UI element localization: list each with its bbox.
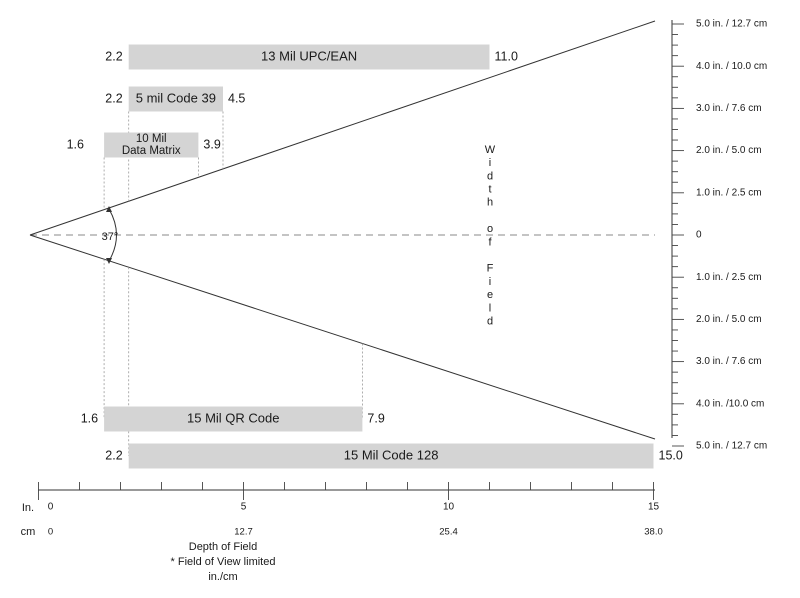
width-scale-label: 4.0 in. /10.0 cm	[696, 398, 764, 409]
width-label-letter: W	[485, 144, 496, 156]
depth-axis-in-label: 0	[48, 502, 54, 513]
depth-axis-cm-label: 25.4	[439, 527, 458, 538]
range-bar-label: 15 Mil QR Code	[187, 410, 279, 425]
width-label-letter: f	[488, 236, 492, 248]
width-scale-label: 2.0 in. / 5.0 cm	[696, 145, 762, 156]
range-bar-start-value: 2.2	[105, 49, 122, 63]
width-label-letter: i	[489, 276, 491, 288]
caption-line: * Field of View limited	[171, 556, 276, 568]
range-bar-end-value: 7.9	[367, 411, 384, 425]
range-bar-start-value: 1.6	[67, 137, 84, 151]
width-scale-label: 1.0 in. / 2.5 cm	[696, 272, 762, 283]
range-bar-label: Data Matrix	[122, 145, 181, 157]
cone-lower-edge	[29, 234, 656, 440]
width-scale-label: 5.0 in. / 12.7 cm	[696, 19, 767, 30]
range-bar-fill	[128, 443, 654, 469]
width-scale-label: 5.0 in. / 12.7 cm	[696, 441, 767, 452]
angle-arrow-bottom-icon	[106, 258, 112, 264]
width-label-letter: h	[487, 197, 493, 209]
depth-axis-cm-label: 38.0	[644, 527, 663, 538]
range-bar-end-value: 11.0	[495, 49, 518, 63]
width-scale-label: 3.0 in. / 7.6 cm	[696, 103, 762, 114]
depth-axis-in-label: 15	[648, 502, 660, 513]
guide-lines	[103, 111, 363, 456]
range-bar-label: 13 Mil UPC/EAN	[261, 48, 357, 63]
width-label-letter: d	[487, 316, 493, 328]
range-bar-end-value: 15.0	[659, 448, 683, 462]
angle-arc	[108, 208, 117, 262]
depth-axis: In. cm 0 0 5 12.7 10 25.4 15 38.0	[21, 482, 663, 538]
range-bar-start-value: 1.6	[81, 411, 98, 425]
caption-line: Depth of Field	[189, 541, 257, 553]
range-bar-fill	[104, 406, 363, 432]
range-bar-fill	[128, 86, 223, 112]
range-bar-start-value: 2.2	[105, 448, 122, 462]
angle-arrow-top-icon	[106, 206, 112, 212]
angle-label: 37°	[102, 231, 119, 243]
depth-axis-cm-label: 12.7	[234, 527, 253, 538]
width-scale-label: 1.0 in. / 2.5 cm	[696, 187, 762, 198]
width-scale-label: 0	[696, 230, 702, 241]
width-scale-label: 4.0 in. / 10.0 cm	[696, 61, 767, 72]
depth-axis-in-unit: In.	[22, 502, 34, 514]
range-bar-start-value: 2.2	[105, 91, 122, 105]
range-bar-fill	[104, 132, 199, 158]
width-label-letter: i	[489, 157, 491, 169]
depth-axis-in-label: 5	[241, 502, 247, 513]
range-bar-label: 15 Mil Code 128	[344, 447, 439, 462]
caption-line: in./cm	[208, 571, 237, 583]
width-scale: 5.0 in. / 12.7 cm 4.0 in. / 10.0 cm 3.0 in…	[671, 19, 767, 452]
width-label-letter: F	[487, 263, 494, 275]
depth-axis-cm-unit: cm	[21, 526, 36, 538]
range-bar-code39: 5 mil Code 39 2.2 4.5	[105, 86, 245, 112]
width-label-letter: e	[487, 289, 493, 301]
width-scale-label: 2.0 in. / 5.0 cm	[696, 314, 762, 325]
range-bars: 13 Mil UPC/EAN 2.2 11.0 5 mil Code 39 2.2 4.5…	[67, 44, 683, 469]
range-bar-upc: 13 Mil UPC/EAN 2.2 11.0	[105, 44, 518, 70]
range-bar-fill	[128, 44, 490, 70]
range-bar-label: 10 Mil	[136, 133, 167, 145]
width-scale-label: 3.0 in. / 7.6 cm	[696, 356, 762, 367]
range-bar-qr: 15 Mil QR Code 1.6 7.9	[81, 406, 385, 432]
depth-axis-in-label: 10	[443, 502, 455, 513]
range-bar-label: 5 mil Code 39	[136, 90, 216, 105]
depth-axis-cm-label: 0	[48, 527, 53, 538]
cone-upper-edge	[29, 20, 656, 236]
width-label-letter: l	[489, 302, 491, 314]
range-bar-end-value: 4.5	[228, 91, 245, 105]
width-label-letter: o	[487, 223, 493, 235]
depth-axis-caption: Depth of Field * Field of View limited in.…	[171, 541, 276, 583]
range-bar-code128: 15 Mil Code 128 2.2 15.0	[105, 443, 683, 469]
width-label-letter: t	[488, 184, 491, 196]
width-label-letter: d	[487, 170, 493, 182]
range-bar-end-value: 3.9	[203, 137, 220, 151]
